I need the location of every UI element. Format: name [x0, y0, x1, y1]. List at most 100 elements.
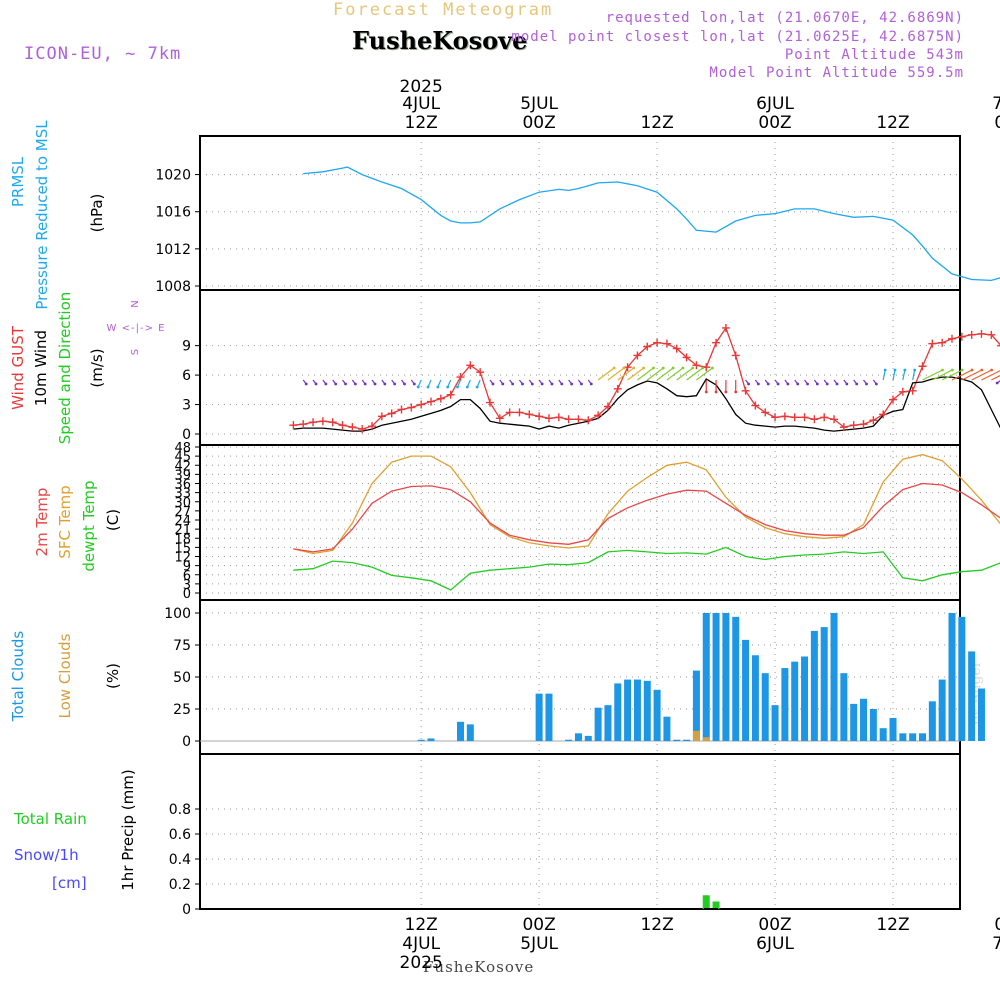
total-cloud-bar [899, 733, 907, 741]
gust-marker [662, 339, 671, 348]
wind-arrow-head [766, 382, 770, 386]
wind-arrow-head [815, 382, 819, 386]
gust-marker [328, 418, 337, 427]
gust-marker [771, 413, 780, 422]
wind-10m-label: 10m Wind [32, 330, 50, 406]
bottom-time-label: 7JUL [992, 934, 1000, 954]
total-cloud-bar [820, 627, 828, 741]
point-altitude: Point Altitude 543m [784, 47, 964, 63]
bottom-time-label: 00Z [994, 915, 1000, 935]
total-cloud-bar [624, 679, 632, 741]
clouds-unit-label: (%) [104, 663, 122, 689]
total-cloud-bar [860, 698, 868, 741]
wind-arrow-head [530, 382, 534, 386]
gust-markers [289, 323, 1000, 434]
total-cloud-bar [968, 651, 976, 741]
panel-frame [199, 444, 961, 601]
requested-point-info: requested lon,lat (21.0670E, 42.6869N) [605, 10, 964, 26]
gust-marker [898, 387, 907, 396]
gust-label: Wind GUST [9, 325, 27, 410]
total-cloud-bar [604, 705, 612, 741]
gust-marker [830, 415, 839, 424]
gust-marker [594, 411, 603, 420]
wind-arrow-head [845, 382, 849, 386]
total-cloud-bar [673, 739, 681, 741]
wind-arrow-head [950, 368, 954, 372]
wind-arrow-head [776, 382, 780, 386]
wind-arrow-head [612, 366, 616, 370]
top-time-label: 00Z [994, 113, 1000, 133]
total-cloud-bar [712, 613, 720, 741]
compass-south: S [130, 349, 141, 355]
gust-marker [309, 418, 318, 427]
y-tick-label: 0 [182, 734, 191, 750]
gust-marker [446, 390, 455, 399]
top-time-label: 6JUL [756, 94, 794, 114]
wind-arrow-head [825, 382, 829, 386]
wind-arrow [696, 367, 713, 381]
gust-marker [584, 416, 593, 425]
y-tick-label: 15 [174, 541, 191, 556]
gust-marker [554, 413, 563, 422]
gust-marker [505, 408, 514, 417]
meteogram-title: Forecast Meteogram [333, 0, 554, 20]
y-tick-label: 48 [174, 441, 191, 456]
y-tick-label: 33 [174, 487, 191, 502]
wind-arrow [941, 369, 963, 381]
gust-marker [348, 423, 357, 432]
wind-arrow-head [747, 382, 750, 386]
wind-arrow-head [893, 368, 897, 372]
top-time-label: 00Z [758, 113, 791, 133]
gust-marker [574, 415, 583, 424]
gust-marker [633, 351, 642, 360]
total-cloud-bar [584, 735, 592, 741]
gust-marker [544, 414, 553, 423]
gust-marker [879, 410, 888, 419]
total-cloud-bar [663, 716, 671, 741]
pressure-label: Pressure Reduced to MSL [33, 120, 51, 310]
top-time-label: 12Z [640, 113, 673, 133]
wind-arrow [627, 367, 644, 381]
wind-arrow-head [990, 368, 994, 372]
y-tick-label: 0 [182, 902, 191, 918]
wind-arrow-head [671, 366, 675, 370]
wind-arrow-head [734, 390, 738, 394]
y-tick-label: 9 [182, 339, 191, 355]
snow-unit-label: [cm] [52, 874, 87, 892]
low-cloud-bar [702, 737, 710, 741]
model-label: ICON-EU, ~ 7km [24, 44, 182, 64]
model-point-altitude: Model Point Altitude 559.5m [709, 65, 964, 81]
total-cloud-bar [732, 616, 740, 741]
compass-north: N [130, 300, 141, 307]
wind-arrow [912, 369, 916, 381]
wind-arrow-head [570, 382, 574, 386]
wind-arrow-head [304, 382, 308, 386]
y-tick-label: 75 [173, 638, 191, 654]
gust-marker [889, 395, 898, 404]
wind-direction-arrows [302, 366, 1000, 394]
total-cloud-bar [771, 705, 779, 741]
bottom-time-label: 6JUL [756, 934, 794, 954]
wind-arrow-head [724, 390, 728, 394]
gust-marker [839, 423, 848, 432]
wind-arrow-head [652, 366, 655, 370]
gust-marker [967, 330, 976, 339]
total-cloud-bar [653, 689, 661, 741]
y-tick-label: 0 [183, 587, 191, 602]
y-tick-label: 27 [174, 505, 191, 520]
wind-arrow-head [970, 368, 974, 372]
wind-arrow [922, 369, 943, 381]
gust-marker [564, 415, 573, 424]
total-cloud-bar [427, 738, 435, 741]
top-time-label: 7JUL [992, 94, 1000, 114]
wind-arrow-head [334, 382, 338, 386]
model-point-info: model point closest lon,lat (21.0625E, 4… [511, 29, 964, 45]
wind-arrow [607, 367, 625, 381]
wind-arrow-head [446, 385, 450, 389]
gust-marker [525, 410, 534, 419]
total-cloud-bar [702, 613, 710, 741]
panel-frame [199, 753, 961, 910]
y-tick-label: 24 [174, 514, 191, 529]
wind-arrow [676, 367, 694, 381]
